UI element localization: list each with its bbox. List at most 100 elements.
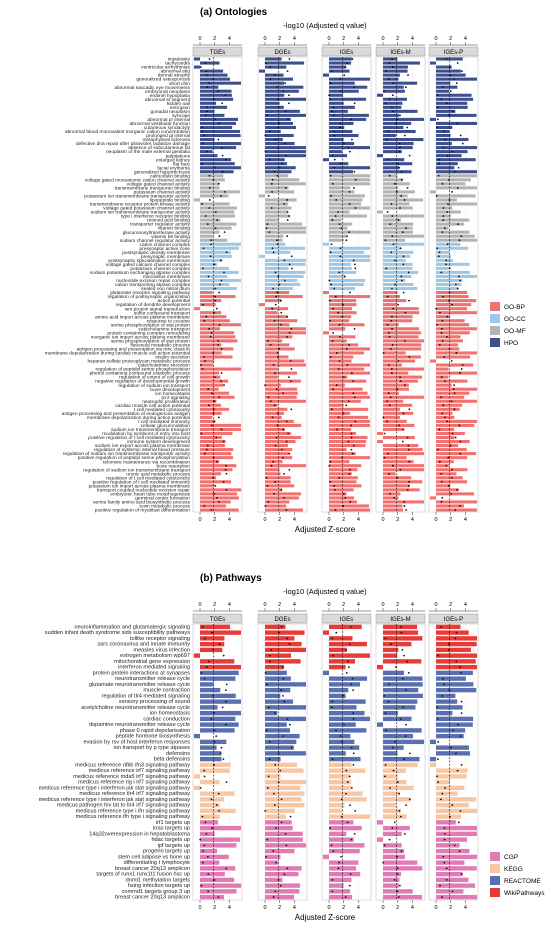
bar [436,814,462,819]
q-value-point [344,896,347,899]
q-value-point [345,348,348,350]
bar [265,387,298,391]
q-value-point [382,416,385,419]
q-value-point [280,689,282,692]
q-value-point [203,134,205,137]
term-label: bone resorption [156,463,190,469]
term-label: neurotransmitter release cycle [115,676,190,682]
q-value-point [267,775,270,778]
top-tick-label: 4 [411,602,414,608]
q-value-point [440,480,443,483]
bar [383,194,408,198]
bar [265,351,279,355]
q-value-point [328,279,331,282]
q-value-point [218,323,221,326]
q-value-point [270,182,273,185]
bar [265,198,297,202]
q-value-point [400,631,403,634]
q-value-point [213,878,216,881]
bar [265,774,281,779]
bar [383,113,400,117]
facet-label: DGEs [274,617,290,623]
bottom-tick-label: 2 [278,517,281,523]
bar [383,234,424,238]
bar [383,186,399,190]
bar [436,484,451,488]
term-label: regulation of tlr4 mediated signaling [102,693,190,699]
q-value-point [351,58,354,60]
bar [200,779,220,785]
bar [265,138,283,142]
top-tick-label: 4 [464,602,467,608]
bar [383,311,420,315]
q-value-point [460,700,463,703]
term-label: muscle contraction [143,688,190,694]
q-value-point [290,327,293,330]
q-value-point [382,861,385,864]
bar [436,383,452,387]
q-value-point [352,717,355,720]
bar [436,797,477,802]
bar [265,791,305,796]
bar [200,427,241,431]
q-value-point [353,186,355,189]
bar [436,456,468,460]
bar [265,831,303,837]
bar [436,488,460,492]
bar [383,81,418,85]
bottom-tick-label: 4 [228,517,231,523]
bar [383,254,411,258]
q-value-point [383,456,386,459]
q-value-point [204,62,207,64]
q-value-point [455,631,458,634]
q-value-point [271,190,273,193]
q-value-point [406,488,409,491]
term-label: neoplasm of the male external genitalia [106,149,190,155]
facet-label: IGEs [340,50,353,56]
bar [383,854,405,860]
bar [265,407,288,411]
q-value-point [275,861,277,864]
bar [436,387,477,391]
bar [265,480,291,484]
bar [436,367,449,371]
q-value-point [383,90,385,93]
bar [265,705,306,710]
top-tick-label: 2 [449,36,452,42]
q-value-point [206,106,208,109]
term-label: hsing infection targets up [128,883,190,889]
term-label: medicus pathogen hiv tat to tlr4 irf7 si… [57,803,190,809]
bar [200,664,241,670]
q-value-point [383,775,386,778]
bar [383,295,401,299]
bar [200,739,227,745]
q-value-point [350,118,352,121]
term-label: ipf targets up [158,843,190,849]
bar [383,831,402,837]
bottom-tick-label: 0 [434,517,437,523]
q-value-point [387,364,390,366]
bar [265,877,283,883]
bottom-tick-label: 0 [198,517,201,523]
bar [265,109,300,113]
q-value-point [215,436,218,439]
bar [265,218,280,222]
q-value-point [286,315,289,318]
bar [383,699,418,704]
q-value-point [452,110,454,113]
q-value-point [450,492,453,495]
bar [383,751,398,756]
bar [329,319,350,323]
q-value-point [272,460,275,463]
bar [383,109,418,113]
bar [436,379,468,383]
q-value-point [403,654,405,657]
q-value-point [385,70,388,72]
legend-swatch [490,888,500,897]
bar [200,121,237,125]
bar [329,411,351,415]
bar [194,198,200,202]
q-value-point [206,223,209,226]
q-value-point [264,809,267,812]
bar [329,186,351,190]
